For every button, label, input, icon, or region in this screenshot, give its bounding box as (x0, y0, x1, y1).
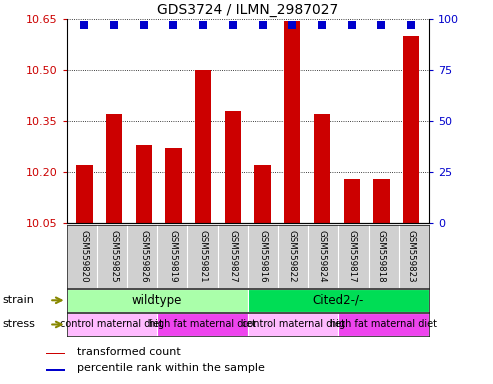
Point (80, 22, 88, 28)
Text: control maternal diet: control maternal diet (242, 319, 345, 329)
Point (407, 22, 415, 28)
Bar (76, 165, 93, 223)
Bar (373, 179, 389, 223)
Bar (248, 313, 338, 336)
Text: percentile rank within the sample: percentile rank within the sample (77, 363, 265, 373)
Point (348, 22, 355, 28)
Point (378, 22, 386, 28)
Text: GSM559821: GSM559821 (199, 230, 208, 282)
Text: GSM559825: GSM559825 (109, 230, 119, 282)
Bar (254, 165, 271, 223)
Bar (338, 313, 429, 336)
Point (259, 22, 267, 28)
Bar (67, 313, 157, 336)
Bar (344, 179, 360, 223)
Text: Cited2-/-: Cited2-/- (313, 294, 364, 307)
Text: strain: strain (2, 295, 35, 305)
Text: GSM559818: GSM559818 (377, 230, 386, 282)
Text: high fat maternal diet: high fat maternal diet (330, 319, 437, 329)
Text: stress: stress (2, 319, 35, 329)
Text: GSM559817: GSM559817 (347, 230, 356, 282)
Bar (248, 289, 429, 312)
Text: GSM559819: GSM559819 (169, 230, 178, 282)
Point (229, 22, 237, 28)
Text: GSM559823: GSM559823 (407, 230, 416, 282)
Point (318, 22, 326, 28)
Text: transformed count: transformed count (77, 346, 180, 356)
Text: GSM559827: GSM559827 (228, 230, 238, 282)
Bar (46, 353, 65, 354)
Text: GSM559826: GSM559826 (140, 230, 148, 282)
Bar (67, 289, 248, 312)
Text: GSM559824: GSM559824 (317, 230, 326, 282)
Text: GSM559816: GSM559816 (258, 230, 267, 282)
Bar (106, 114, 122, 223)
Bar (46, 369, 65, 371)
Point (288, 22, 296, 28)
Point (170, 22, 177, 28)
Bar (314, 114, 330, 223)
Bar (225, 111, 241, 223)
Text: wildtype: wildtype (132, 294, 182, 307)
Point (199, 22, 207, 28)
Bar (136, 145, 152, 223)
Point (140, 22, 148, 28)
Bar (195, 70, 211, 223)
Point (110, 22, 118, 28)
Bar (157, 313, 248, 336)
Text: GSM559820: GSM559820 (80, 230, 89, 282)
Text: high fat maternal diet: high fat maternal diet (149, 319, 256, 329)
Bar (165, 148, 181, 223)
Title: GDS3724 / ILMN_2987027: GDS3724 / ILMN_2987027 (157, 3, 338, 17)
Text: control maternal diet: control maternal diet (60, 319, 163, 329)
Bar (284, 21, 300, 223)
Text: GSM559822: GSM559822 (288, 230, 297, 282)
Bar (403, 36, 419, 223)
